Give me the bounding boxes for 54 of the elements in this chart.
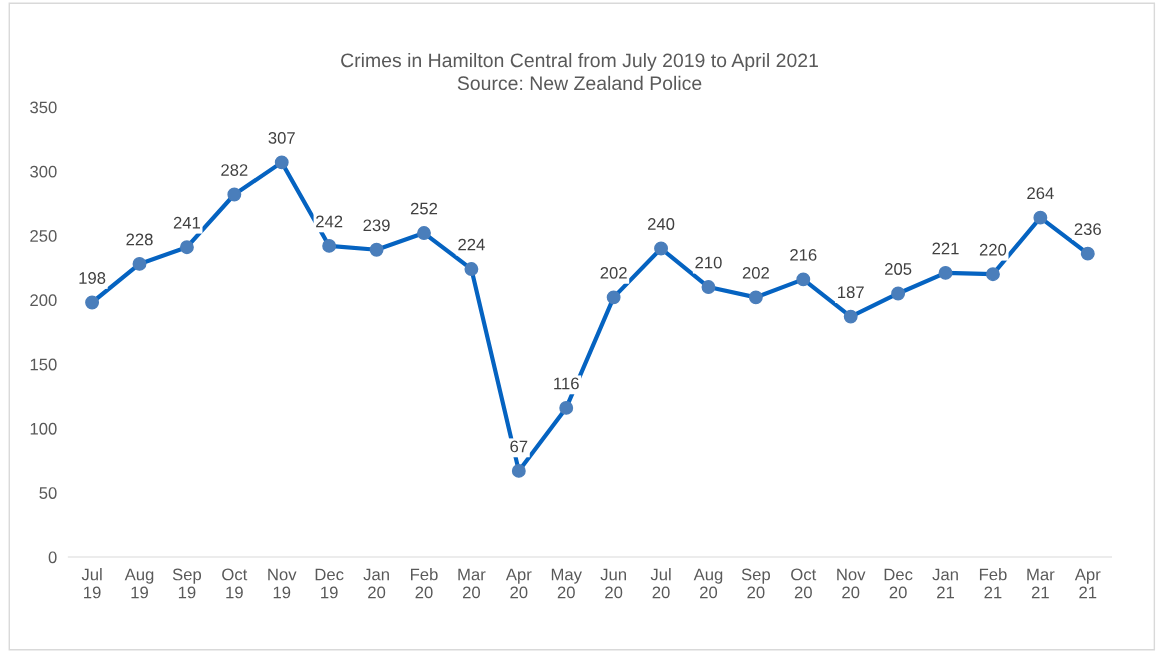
data-label: 67 xyxy=(510,440,528,453)
data-label: 205 xyxy=(885,263,912,275)
x-tick-label: Aug 19 xyxy=(124,568,154,599)
y-tick-label: 350 xyxy=(30,101,57,114)
x-tick-label: Jul 20 xyxy=(650,568,671,599)
x-tick-label: Jun 20 xyxy=(600,568,626,599)
data-label: 241 xyxy=(173,216,201,229)
data-label: 198 xyxy=(79,272,106,284)
x-tick-label: Sep 19 xyxy=(172,568,202,599)
x-tick-label: Jan 21 xyxy=(932,568,958,599)
chart-title: Crimes in Hamilton Central from July 2019 to April 2021 xyxy=(341,52,818,72)
data-label: 224 xyxy=(458,238,485,251)
data-label: 240 xyxy=(647,218,675,230)
data-label: 220 xyxy=(979,243,1007,256)
data-label: 202 xyxy=(600,266,627,279)
y-tick-label: 250 xyxy=(30,230,57,242)
data-label: 221 xyxy=(932,242,959,255)
data-label: 116 xyxy=(554,377,579,390)
y-tick-label: 300 xyxy=(30,165,57,178)
data-label: 228 xyxy=(126,233,153,246)
x-tick-label: Nov 19 xyxy=(268,568,297,599)
x-tick-label: Mar 21 xyxy=(1027,568,1055,599)
x-tick-label: Mar 20 xyxy=(458,568,486,599)
data-label: 236 xyxy=(1074,223,1101,236)
y-tick-label: 100 xyxy=(30,422,57,435)
y-tick-label: 0 xyxy=(48,551,57,564)
x-tick-label: Oct 19 xyxy=(222,568,248,599)
y-tick-label: 200 xyxy=(30,294,57,307)
y-tick-label: 50 xyxy=(39,487,57,499)
x-tick-label: Oct 20 xyxy=(791,568,817,599)
data-label: 216 xyxy=(790,248,817,261)
x-tick-label: Nov 20 xyxy=(837,568,866,599)
data-label: 242 xyxy=(316,215,343,228)
data-label: 252 xyxy=(410,202,438,215)
data-label: 210 xyxy=(695,256,722,269)
x-tick-label: Jul 19 xyxy=(81,568,102,599)
x-tick-label: Apr 20 xyxy=(505,568,532,599)
x-tick-label: Sep 20 xyxy=(741,568,771,599)
chart-subtitle: Source: New Zealand Police xyxy=(457,75,702,91)
x-tick-label: Apr 21 xyxy=(1074,568,1101,599)
x-tick-label: Feb 20 xyxy=(410,568,438,599)
data-label: 264 xyxy=(1027,187,1054,200)
data-label: 307 xyxy=(268,131,295,144)
x-tick-label: Aug 20 xyxy=(693,568,723,599)
x-tick-label: Feb 21 xyxy=(979,568,1007,599)
x-tick-label: Dec 20 xyxy=(884,568,913,599)
x-tick-label: May 20 xyxy=(551,568,582,599)
x-tick-label: Dec 19 xyxy=(315,568,344,599)
data-label: 187 xyxy=(838,286,864,299)
y-tick-label: 150 xyxy=(30,358,57,371)
x-tick-label: Jan 20 xyxy=(363,568,389,599)
data-label: 202 xyxy=(742,266,769,279)
data-label: 282 xyxy=(221,164,248,176)
data-label: 239 xyxy=(363,219,390,232)
